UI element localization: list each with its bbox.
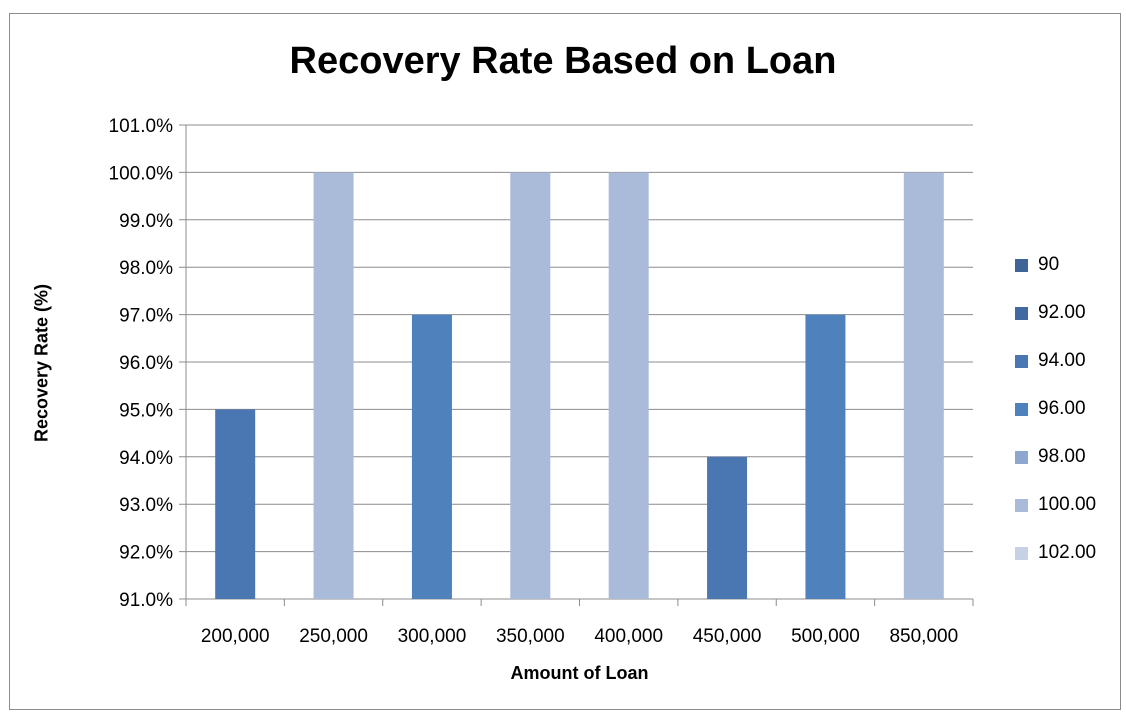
legend-label: 96.00 (1038, 398, 1086, 419)
legend-swatch (1015, 259, 1028, 272)
bar (411, 314, 452, 599)
legend-label: 94.00 (1038, 350, 1086, 371)
legend-swatch (1015, 451, 1028, 464)
x-tick-label: 250,000 (299, 626, 368, 647)
y-axis-title: Recovery Rate (%) (31, 283, 52, 443)
legend-label: 100.00 (1038, 494, 1097, 515)
x-tick-label: 300,000 (398, 626, 467, 647)
x-tick-label: 500,000 (791, 626, 860, 647)
bar (313, 172, 354, 599)
bar (510, 172, 551, 599)
bar (903, 172, 944, 599)
legend-label: 98.00 (1038, 446, 1086, 467)
x-tick-label: 200,000 (201, 626, 270, 647)
bar (805, 314, 846, 599)
y-tick-label: 93.0% (119, 495, 173, 516)
legend-swatch (1015, 403, 1028, 416)
y-tick-label: 95.0% (119, 400, 173, 421)
y-tick-label: 91.0% (119, 590, 173, 611)
bar (215, 409, 256, 599)
x-tick-label: 850,000 (889, 626, 958, 647)
y-tick-label: 100.0% (109, 163, 174, 184)
y-tick-label: 98.0% (119, 258, 173, 279)
y-tick-label: 97.0% (119, 306, 173, 327)
legend-swatch (1015, 499, 1028, 512)
x-tick-label: 350,000 (496, 626, 565, 647)
y-tick-label: 94.0% (119, 448, 173, 469)
legend-swatch (1015, 547, 1028, 560)
y-tick-label: 96.0% (119, 353, 173, 374)
x-tick-label: 400,000 (594, 626, 663, 647)
legend-swatch (1015, 355, 1028, 368)
y-tick-label: 99.0% (119, 211, 173, 232)
y-tick-label: 92.0% (119, 543, 173, 564)
legend-label: 90 (1038, 254, 1060, 275)
bar (707, 456, 748, 599)
chart-title: Recovery Rate Based on Loan (289, 40, 837, 82)
legend-label: 92.00 (1038, 302, 1086, 323)
legend-label: 102.00 (1038, 542, 1097, 563)
x-tick-label: 450,000 (693, 626, 762, 647)
bar (608, 172, 649, 599)
x-axis-title: Amount of Loan (510, 663, 649, 683)
y-tick-label: 101.0% (109, 116, 174, 137)
legend-swatch (1015, 307, 1028, 320)
